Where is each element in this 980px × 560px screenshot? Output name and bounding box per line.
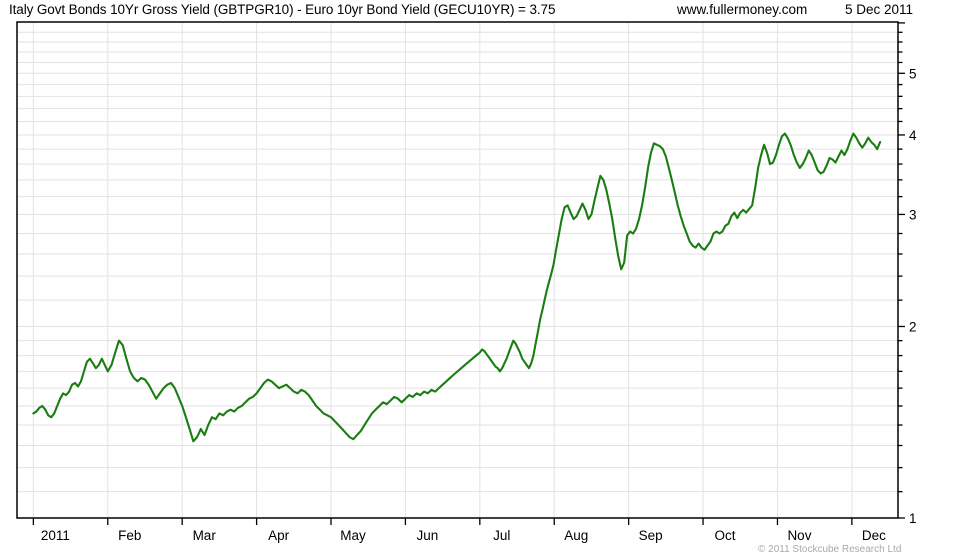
x-axis-label: Feb — [118, 528, 141, 543]
page-title: Italy Govt Bonds 10Yr Gross Yield (GBTPG… — [9, 2, 556, 17]
chart-header: Italy Govt Bonds 10Yr Gross Yield (GBTPG… — [0, 2, 980, 20]
x-axis-ticks — [32, 518, 853, 525]
data-series-layer — [32, 132, 882, 443]
plot-frame — [16, 21, 899, 519]
plot-background — [17, 22, 898, 518]
x-axis-label: Nov — [787, 528, 811, 543]
y-axis-label: 4 — [909, 128, 917, 143]
copyright-notice: © 2011 Stockcube Research Ltd — [758, 544, 902, 555]
x-axis-label: Dec — [862, 528, 886, 543]
x-axis-label: Jul — [493, 528, 510, 543]
y-axis-labels: 1 2 3 4 5 — [909, 66, 917, 526]
y-axis-label: 2 — [909, 319, 917, 334]
horizontal-gridlines — [17, 31, 898, 493]
chart-date: 5 Dec 2011 — [845, 2, 914, 17]
source-website: www.fullermoney.com — [677, 2, 808, 17]
x-axis-label: Jun — [417, 528, 439, 543]
x-axis-label: Oct — [715, 528, 736, 543]
vertical-gridlines — [32, 22, 853, 518]
y-axis-label: 5 — [909, 66, 917, 81]
series-line — [32, 132, 882, 443]
x-axis-labels: 2011 Feb Mar Apr May Jun Jul Aug Sep Oct Nov Dec — [41, 528, 886, 543]
y-axis-label: 1 — [909, 511, 917, 526]
x-axis-label: Aug — [564, 528, 588, 543]
y-axis-ticks — [898, 22, 905, 519]
x-axis-label: Sep — [639, 528, 663, 543]
x-axis-label: May — [340, 528, 366, 543]
x-axis-label: 2011 — [41, 528, 70, 543]
x-axis-label: Mar — [193, 528, 217, 543]
y-axis-label: 3 — [909, 207, 917, 222]
x-axis-label: Apr — [268, 528, 290, 543]
